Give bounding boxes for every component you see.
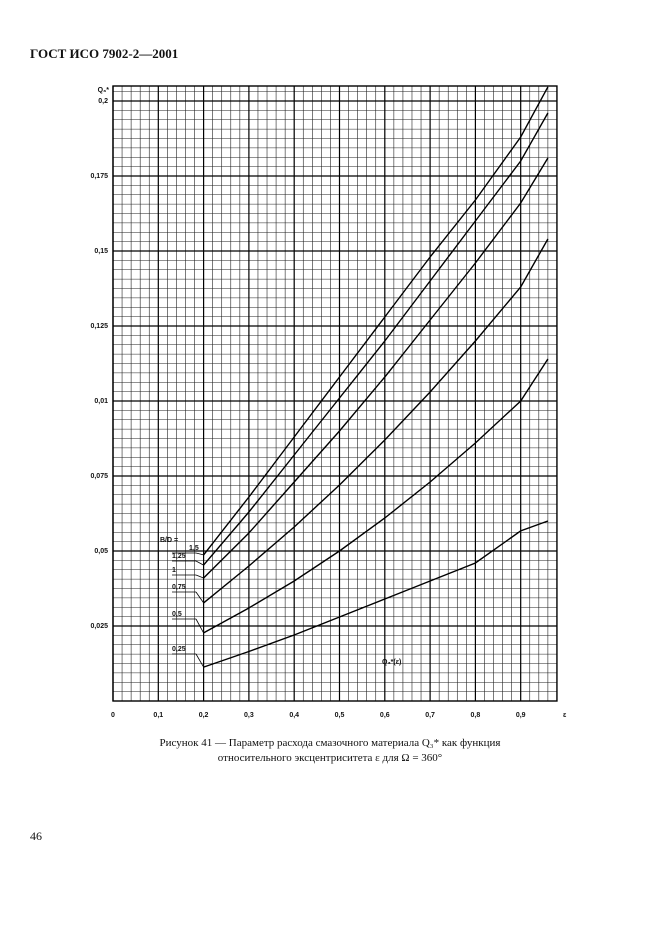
- curve-label: 0,5: [172, 611, 182, 618]
- curve: [203, 358, 549, 634]
- caption-line: относительного эксцентриситета ε для Ω =…: [218, 752, 442, 764]
- curve: [203, 157, 549, 579]
- y-tick-label: 0,05: [94, 548, 108, 555]
- y-tick-label: 0,075: [90, 473, 108, 480]
- chart: 0 0,1 0,2 0,3 0,4 0,5 0,6 0,7 0,8 0,9 0,025 0,05 0,0…: [90, 85, 567, 719]
- x-tick-label: 0,7: [425, 712, 435, 719]
- x-tick-label: 0,1: [153, 712, 163, 719]
- curve-label: 1,25: [172, 553, 186, 560]
- y-tick-label: 0,2: [98, 98, 108, 105]
- header: ГОСТ ИСО 7902-2—2001: [30, 46, 178, 61]
- x-tick-label: 0,9: [516, 712, 526, 719]
- y-axis-label: Q₃*: [98, 87, 110, 94]
- y-tick-label: 0,01: [94, 398, 108, 405]
- x-axis-label: ε: [563, 712, 567, 719]
- x-tick-label: 0,5: [335, 712, 345, 719]
- y-tick-label: 0,025: [90, 623, 108, 630]
- x-tick-label: 0,2: [199, 712, 209, 719]
- curve-label: 0,25: [172, 646, 186, 653]
- legend-title: B/D =: [160, 537, 178, 544]
- leader-line: [195, 560, 204, 566]
- leader-line: [195, 552, 204, 556]
- annotation: Q₃*(ε): [382, 659, 401, 666]
- curve: [203, 86, 549, 556]
- leader-line: [195, 653, 204, 668]
- x-tick-label: 0,8: [471, 712, 481, 719]
- x-tick-label: 0,6: [380, 712, 390, 719]
- leader-line: [195, 591, 204, 604]
- x-tick-label: 0,3: [244, 712, 254, 719]
- y-tick-label: 0,175: [90, 173, 108, 180]
- curve: [203, 238, 549, 604]
- caption-line: Рисунок 41 — Параметр расхода смазочного…: [160, 737, 501, 749]
- curve-label: 1: [172, 567, 176, 574]
- x-tick-label: 0: [111, 712, 115, 719]
- leader-line: [195, 618, 204, 634]
- curve-label: 1,5: [189, 545, 199, 552]
- y-tick-label: 0,15: [94, 248, 108, 255]
- curve-label: 0,75: [172, 584, 186, 591]
- curve: [203, 112, 549, 566]
- curve: [203, 520, 549, 668]
- y-tick-label: 0,125: [90, 323, 108, 330]
- page-number: 46: [30, 829, 42, 843]
- x-tick-label: 0,4: [289, 712, 299, 719]
- leader-line: [195, 574, 204, 579]
